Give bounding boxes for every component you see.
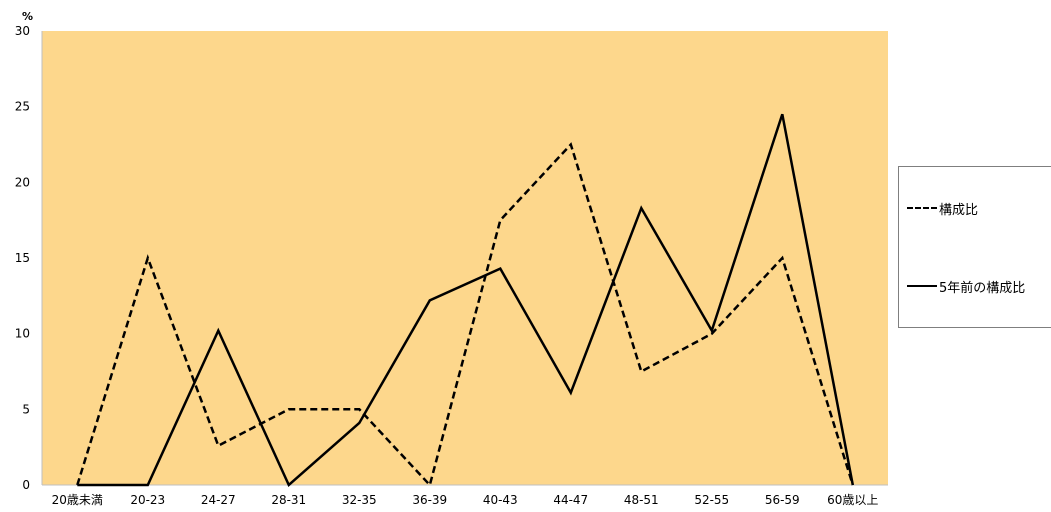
- x-tick-label: 52-55: [694, 493, 729, 507]
- y-tick-label: 25: [15, 100, 30, 114]
- legend-label: 構成比: [939, 202, 979, 218]
- x-tick-label: 32-35: [342, 493, 377, 507]
- x-tick-label: 20-23: [130, 493, 165, 507]
- x-tick-label: 56-59: [765, 493, 800, 507]
- y-tick-label: 30: [15, 24, 30, 38]
- legend-item-ratio-5yr: 5年前の構成比: [907, 277, 1026, 296]
- plot-area: [42, 31, 888, 485]
- x-tick-label: 36-39: [412, 493, 447, 507]
- x-tick-label: 24-27: [201, 493, 236, 507]
- x-tick-label: 60歳以上: [827, 493, 878, 507]
- series-line-0: [76, 142, 854, 488]
- y-tick-label: 10: [15, 327, 30, 341]
- series-line-1: [77, 113, 855, 488]
- y-tick-label: 15: [15, 251, 30, 265]
- x-tick-label: 40-43: [483, 493, 518, 507]
- y-unit-label: %: [22, 10, 33, 23]
- legend: 構成比 5年前の構成比: [898, 166, 1051, 328]
- y-tick-label: 20: [15, 175, 30, 189]
- series-lines: [76, 113, 855, 488]
- y-tick-label: 5: [22, 402, 30, 416]
- y-tick-labels: 0 5 10 15 20 25 30: [15, 24, 30, 492]
- x-tick-label: 48-51: [624, 493, 659, 507]
- legend-swatch-solid: [907, 285, 937, 287]
- x-tick-label: 20歳未満: [52, 493, 103, 507]
- x-tick-label: 28-31: [271, 493, 306, 507]
- x-tick-labels: 20歳未満 20-23 24-27 28-31 32-35 36-39 40-43 44-47…: [52, 493, 879, 507]
- legend-item-ratio: 構成比: [907, 199, 979, 218]
- legend-swatch-dashed: [907, 207, 937, 209]
- y-tick-label: 0: [22, 478, 30, 492]
- x-tick-label: 44-47: [553, 493, 588, 507]
- legend-label: 5年前の構成比: [939, 280, 1026, 296]
